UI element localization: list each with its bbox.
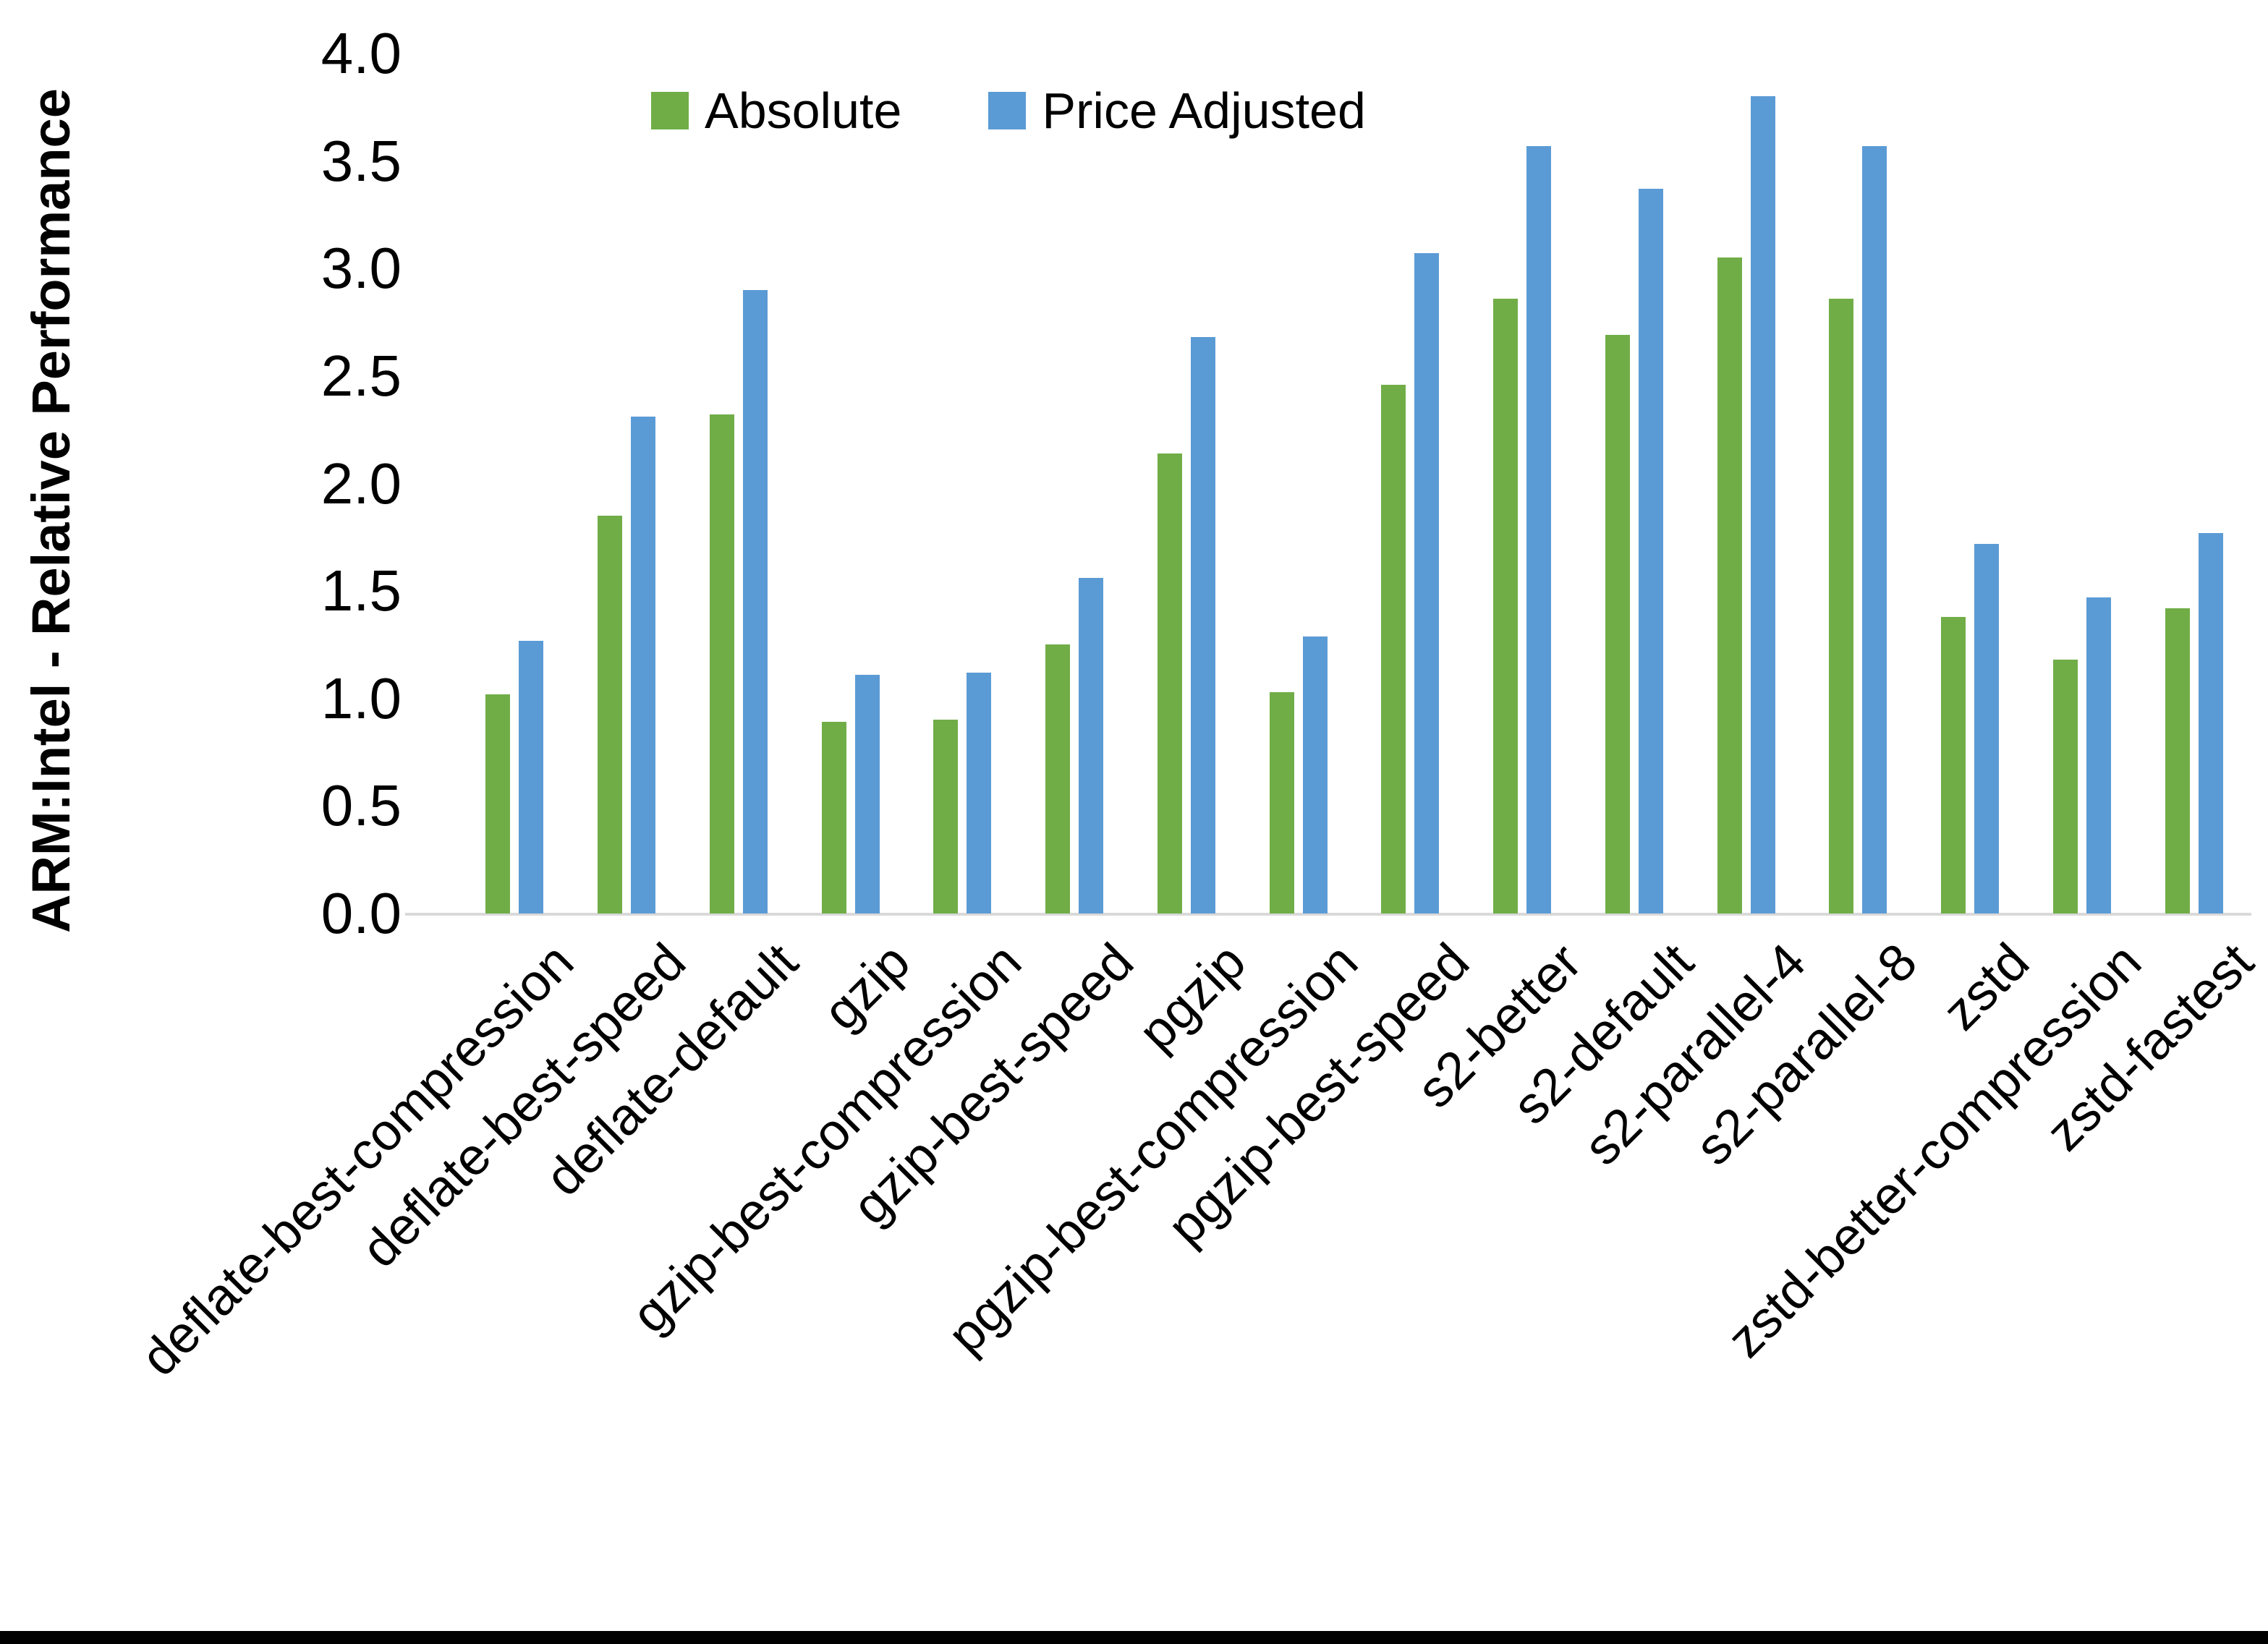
y-tick-label-2.5: 2.5 xyxy=(320,343,402,408)
y-tick-label-1.5: 1.5 xyxy=(320,558,402,623)
x-label-deflate-best-compression: deflate-best-compression xyxy=(130,932,585,1387)
bar-group-pgzip-best-compression xyxy=(1242,54,1354,913)
bar-group-zstd xyxy=(1914,54,2026,913)
bar-group-deflate-best-compression xyxy=(459,54,571,913)
y-tick-label-2.0: 2.0 xyxy=(320,451,402,516)
bar-absolute-s2-parallel-4 xyxy=(1717,257,1742,913)
bar-group-deflate-best-speed xyxy=(571,54,683,913)
bar-price-adjusted-s2-default xyxy=(1638,189,1663,913)
y-tick-label-3.5: 3.5 xyxy=(320,128,402,193)
y-tick-label-0.0: 0.0 xyxy=(320,881,402,945)
bar-absolute-gzip xyxy=(821,722,846,913)
bar-absolute-deflate-best-compression xyxy=(485,694,511,913)
bar-group-gzip xyxy=(794,54,906,913)
bar-price-adjusted-deflate-default xyxy=(742,289,768,913)
legend-label-price-adjusted: Price Adjusted xyxy=(1042,82,1366,139)
bar-absolute-gzip-best-compression xyxy=(933,720,959,913)
bar-group-deflate-default xyxy=(683,54,795,913)
legend-swatch-absolute xyxy=(651,92,689,129)
bar-group-pgzip-best-speed xyxy=(1354,54,1466,913)
bar-group-zstd-better-compression xyxy=(2026,54,2139,913)
bar-absolute-zstd-fastest xyxy=(2165,608,2190,913)
legend-label-absolute: Absolute xyxy=(705,82,902,139)
bar-absolute-deflate-default xyxy=(709,414,734,913)
bar-absolute-gzip-best-speed xyxy=(1045,644,1071,913)
bar-absolute-pgzip-best-speed xyxy=(1381,384,1406,913)
bar-price-adjusted-zstd-better-compression xyxy=(2086,597,2111,913)
bar-group-zstd-fastest xyxy=(2138,54,2250,913)
bar-absolute-deflate-best-speed xyxy=(598,516,623,913)
bar-absolute-s2-default xyxy=(1605,335,1630,913)
bar-price-adjusted-pgzip-best-speed xyxy=(1414,253,1440,913)
bar-group-s2-default xyxy=(1579,54,1691,913)
bar-price-adjusted-gzip-best-compression xyxy=(967,673,992,913)
bar-absolute-s2-parallel-8 xyxy=(1829,298,1854,913)
y-tick-label-0.5: 0.5 xyxy=(320,773,402,838)
bar-price-adjusted-deflate-best-speed xyxy=(631,417,656,913)
bar-price-adjusted-pgzip-best-compression xyxy=(1302,636,1328,913)
bar-absolute-s2-better xyxy=(1493,298,1519,913)
bar-group-pgzip xyxy=(1131,54,1243,913)
y-tick-label-3.0: 3.0 xyxy=(320,236,402,301)
y-axis-title-text: ARM:Intel - Relative Performance xyxy=(21,88,81,933)
y-tick-label-1.0: 1.0 xyxy=(320,665,402,731)
legend-swatch-price-adjusted xyxy=(988,92,1027,129)
bar-price-adjusted-zstd xyxy=(1974,543,2000,913)
bar-group-gzip-best-speed xyxy=(1019,54,1131,913)
bar-price-adjusted-s2-parallel-8 xyxy=(1862,145,1887,913)
bar-group-s2-parallel-4 xyxy=(1690,54,1802,913)
bar-absolute-zstd-better-compression xyxy=(2052,660,2078,913)
bar-group-s2-better xyxy=(1466,54,1579,913)
chart-legend: Absolute Price Adjusted xyxy=(651,85,1366,136)
bar-price-adjusted-pgzip xyxy=(1190,337,1215,913)
y-tick-label-4.0: 4.0 xyxy=(320,21,402,85)
bar-absolute-pgzip xyxy=(1157,453,1182,913)
bar-group-s2-parallel-8 xyxy=(1802,54,1914,913)
x-axis-line xyxy=(405,913,2251,916)
bar-price-adjusted-deflate-best-compression xyxy=(519,640,544,913)
bar-price-adjusted-s2-parallel-4 xyxy=(1750,96,1775,913)
bar-group-gzip-best-compression xyxy=(906,54,1019,913)
bar-price-adjusted-gzip-best-speed xyxy=(1079,578,1104,913)
bar-price-adjusted-zstd-fastest xyxy=(2198,532,2223,913)
bar-price-adjusted-s2-better xyxy=(1526,145,1552,913)
bar-absolute-pgzip-best-compression xyxy=(1269,691,1294,913)
bar-price-adjusted-gzip xyxy=(854,675,880,913)
legend-item-price-adjusted: Price Adjusted xyxy=(988,82,1366,139)
legend-item-absolute: Absolute xyxy=(651,85,901,136)
bar-groups xyxy=(459,54,2250,913)
plot-area xyxy=(459,54,2250,913)
bar-absolute-zstd xyxy=(1941,616,1966,913)
